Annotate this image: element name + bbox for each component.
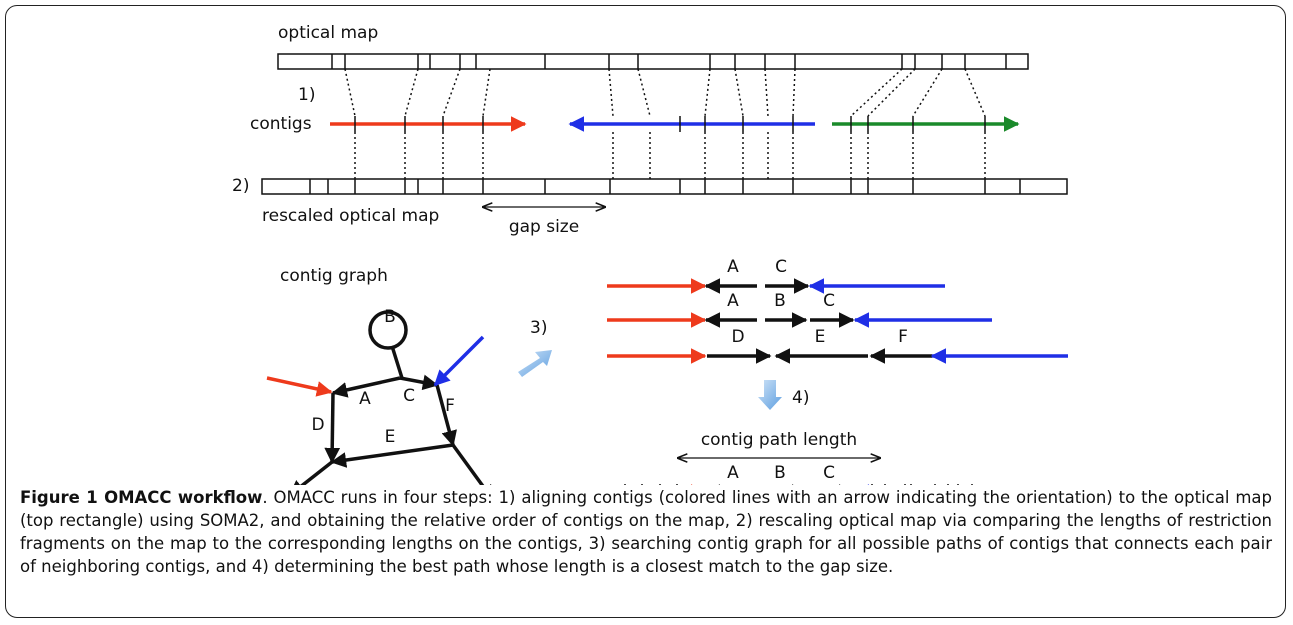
- graph-title: contig graph: [280, 266, 388, 286]
- edge: [330, 443, 454, 468]
- alignment: [912, 68, 943, 117]
- caption-text: . OMACC runs in four steps: 1) aligning …: [20, 488, 1272, 576]
- step-label: 3): [530, 318, 547, 338]
- step-label: 1): [298, 85, 315, 105]
- edge-label: F: [445, 396, 455, 416]
- step-label: 2): [232, 176, 249, 196]
- optical-map: [277, 53, 1029, 70]
- alignment: [637, 68, 651, 117]
- edge-label: C: [775, 257, 787, 277]
- edge: [390, 345, 404, 379]
- figure: optical map 1) contigs 2) rescaled optic…: [232, 23, 1068, 485]
- edge-label: D: [731, 327, 744, 347]
- edge-label: F: [898, 327, 908, 347]
- edge-label: B: [774, 463, 786, 483]
- alignment: [482, 68, 491, 117]
- edge-label: B: [384, 307, 396, 327]
- edge: [399, 374, 439, 391]
- edge-label: D: [311, 415, 324, 435]
- alignment: [764, 68, 769, 117]
- alignment: [404, 68, 419, 117]
- alignment: [344, 68, 356, 117]
- gap-label: gap size: [509, 217, 579, 237]
- edge-label: A: [727, 257, 739, 277]
- edge-label: A: [359, 389, 371, 409]
- step3-arrow: [518, 350, 552, 377]
- edge-label: E: [385, 427, 396, 447]
- map-label: optical map: [278, 23, 378, 43]
- edge-label: B: [774, 291, 786, 311]
- caption-title: Figure 1 OMACC workflow: [20, 488, 263, 507]
- edge: [451, 443, 494, 485]
- step-label: 4): [792, 388, 809, 408]
- alignment: [442, 68, 461, 117]
- contig: [433, 335, 485, 387]
- caption: Figure 1 OMACC workflow. OMACC runs in f…: [20, 486, 1272, 578]
- edge: [288, 460, 334, 485]
- edge: [324, 392, 341, 464]
- edge: [331, 376, 401, 398]
- edge-label: C: [823, 463, 835, 483]
- edge-label: C: [823, 291, 835, 311]
- step4-arrow: [758, 380, 782, 410]
- edge: [435, 384, 457, 447]
- edge-label: E: [815, 327, 826, 347]
- edge-label: A: [727, 463, 739, 483]
- loop-edge: [368, 310, 408, 350]
- length-label: contig path length: [701, 430, 857, 450]
- alignment: [608, 68, 614, 117]
- contigs-label: contigs: [250, 114, 312, 134]
- alignment: [792, 68, 796, 117]
- alignment: [734, 68, 744, 117]
- map-label: rescaled optical map: [262, 206, 439, 226]
- figure-frame: [5, 5, 1286, 618]
- rescaled-optical-map: [261, 178, 1068, 195]
- alignment: [964, 68, 986, 117]
- contig: [266, 376, 333, 397]
- alignment: [704, 68, 711, 117]
- edge-label: C: [403, 386, 415, 406]
- edge-label: A: [727, 291, 739, 311]
- alignment: [850, 68, 903, 117]
- alignment: [867, 68, 916, 117]
